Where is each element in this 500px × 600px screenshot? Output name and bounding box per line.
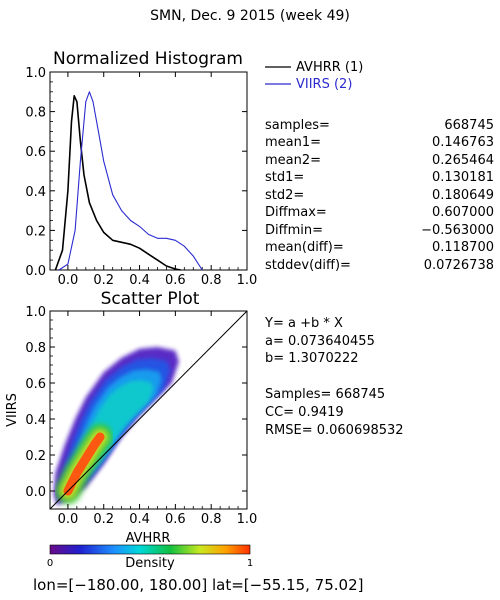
stat-label: mean1= — [265, 135, 321, 150]
histogram-xtick-label: 1.0 — [237, 273, 258, 288]
scatter-ticks: 0.0 0.2 0.4 0.6 0.8 1.0 0.0 0.2 0.4 0.6 0.8 1.0 — [25, 305, 257, 527]
regression-b: b= 1.3070222 — [265, 351, 359, 366]
scatter-ylabel: VIIRS — [5, 393, 20, 427]
scatter-ytick-label: 0.8 — [25, 341, 46, 356]
histogram-xtick-label: 0.8 — [201, 273, 222, 288]
stat-value: 0.130181 — [432, 170, 494, 185]
footer-coordinates: lon=[−180.00, 180.00] lat=[−55.15, 75.02… — [33, 576, 363, 594]
histogram-ytick-label: 0.0 — [25, 264, 46, 279]
statistics-panel: samples= 668745 mean1= 0.146763 mean2= 0… — [265, 118, 494, 273]
stat-value: 668745 — [444, 118, 494, 133]
scatter-panel: Scatter Plot 0.0 0.2 0.4 0.6 0.8 1.0 0.0 0.2 0.4… — [5, 289, 257, 546]
histogram-ytick-label: 1.0 — [25, 66, 46, 81]
histogram-series-line — [58, 91, 203, 271]
scatter-ytick-label: 0.6 — [25, 377, 46, 392]
colorbar-min-label: 0 — [47, 558, 53, 569]
stat-label: std2= — [265, 188, 304, 203]
legend-viirs-label: VIIRS (2) — [296, 77, 352, 92]
density-core-red — [63, 432, 105, 496]
scatter-xlabel: AVHRR — [126, 531, 171, 546]
scatter-density-cloud — [53, 347, 179, 506]
stat-label: mean(diff)= — [265, 240, 344, 255]
legend-avhrr-label: AVHRR (1) — [296, 60, 363, 75]
stat-label: std1= — [265, 170, 304, 185]
scatter-title: Scatter Plot — [101, 289, 200, 309]
density-colorbar: 0 Density 1 — [47, 544, 253, 571]
one-to-one-line — [49, 310, 248, 510]
stat-value: 0.607000 — [432, 205, 494, 220]
scatter-ytick-label: 0.0 — [25, 485, 46, 500]
histogram-xtick-label: 0.2 — [93, 273, 114, 288]
stat-label: stddev(diff)= — [265, 258, 351, 273]
scatter-ytick-label: 0.2 — [25, 449, 46, 464]
histogram-series-line — [54, 95, 181, 271]
stat-label: Diffmin= — [265, 223, 323, 238]
histogram-legend: AVHRR (1) VIIRS (2) — [265, 60, 363, 92]
regression-equation: Y= a +b * X — [264, 316, 343, 331]
histogram-ytick-label: 0.2 — [25, 224, 46, 239]
stat-value: 0.265464 — [432, 153, 494, 168]
colorbar-gradient — [49, 544, 251, 555]
regression-cc: CC= 0.9419 — [265, 405, 344, 420]
stat-value: 0.146763 — [432, 135, 494, 150]
scatter-xtick-label: 0.2 — [93, 512, 114, 527]
scatter-xtick-label: 0.8 — [201, 512, 222, 527]
histogram-series — [54, 91, 203, 271]
stat-label: Diffmax= — [265, 205, 327, 220]
histogram-xtick-label: 0.0 — [58, 273, 79, 288]
histogram-ticks: 0.0 0.2 0.4 0.6 0.8 1.0 0.0 0.2 0.4 0.6 0.8 1.0 — [25, 66, 257, 288]
stat-value: 0.118700 — [432, 240, 494, 255]
scatter-ytick-label: 0.4 — [25, 413, 46, 428]
scatter-xtick-label: 0.6 — [165, 512, 186, 527]
scatter-xtick-label: 1.0 — [237, 512, 258, 527]
colorbar-max-label: 1 — [247, 558, 253, 569]
regression-a: a= 0.073640455 — [265, 334, 375, 349]
scatter-xtick-label: 0.0 — [58, 512, 79, 527]
histogram-title: Normalized Histogram — [53, 49, 243, 69]
regression-rmse: RMSE= 0.060698532 — [265, 423, 404, 438]
scatter-ytick-label: 1.0 — [25, 305, 46, 320]
scatter-xtick-label: 0.4 — [129, 512, 150, 527]
colorbar-label: Density — [125, 556, 175, 571]
histogram-xtick-label: 0.6 — [165, 273, 186, 288]
histogram-ytick-label: 0.6 — [25, 145, 46, 160]
histogram-panel: Normalized Histogram 0.0 0.2 0.4 0.6 0.8 1.00… — [25, 49, 257, 288]
histogram-ytick-label: 0.4 — [25, 185, 46, 200]
regression-samples: Samples= 668745 — [265, 387, 385, 402]
stat-label: samples= — [265, 118, 330, 133]
stat-label: mean2= — [265, 153, 321, 168]
stat-value: 0.0726738 — [424, 258, 494, 273]
histogram-ytick-label: 0.8 — [25, 106, 46, 121]
stat-value: 0.180649 — [432, 188, 494, 203]
stat-value: −0.563000 — [421, 223, 494, 238]
figure-title: SMN, Dec. 9 2015 (week 49) — [150, 8, 350, 24]
histogram-xtick-label: 0.4 — [129, 273, 150, 288]
regression-panel: Y= a +b * X a= 0.073640455 b= 1.3070222 … — [264, 316, 404, 438]
